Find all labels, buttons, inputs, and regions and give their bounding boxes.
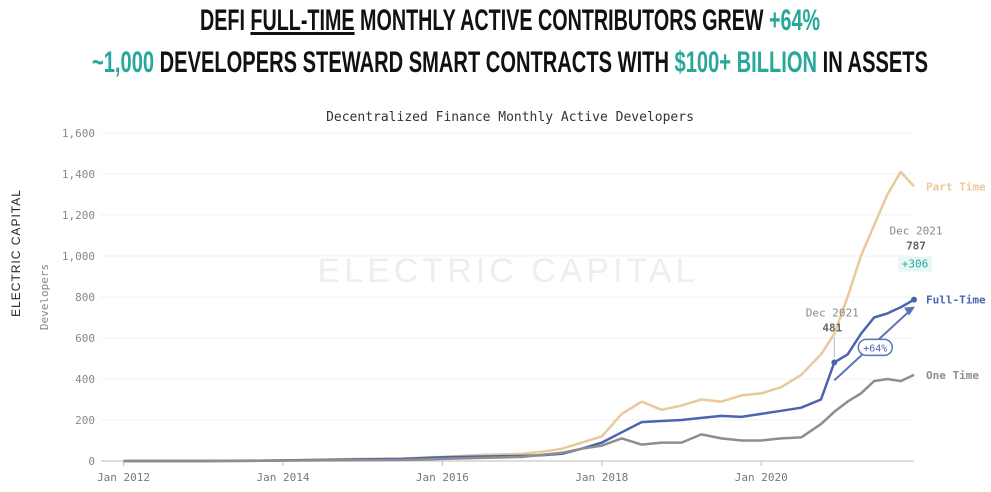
annotation-value: 787 [906, 240, 926, 253]
headline-part: DEFI [200, 4, 250, 37]
headline-part: $100+ BILLION [675, 46, 817, 79]
headline-part: MONTHLY ACTIVE CONTRIBUTORS GREW [355, 4, 769, 37]
headline-part: DEVELOPERS STEWARD SMART CONTRACTS WITH [154, 46, 675, 79]
annotation-date: Dec 2021 [890, 225, 943, 238]
x-tick-label: Jan 2020 [735, 471, 788, 484]
headline-part: +64% [769, 4, 820, 37]
change-badge [898, 256, 932, 272]
x-tick-label: Jan 2018 [575, 471, 628, 484]
headline-part: FULL-TIME [250, 4, 354, 37]
annotation-date: Dec 2021 [806, 306, 859, 319]
series-label: Full-Time [926, 294, 986, 307]
growth-label: +64% [863, 343, 887, 354]
y-tick-label: 1,200 [62, 209, 95, 222]
x-tick-label: Jan 2012 [97, 471, 150, 484]
y-tick-label: 800 [75, 291, 95, 304]
y-tick-label: 200 [75, 414, 95, 427]
series-label: Part Time [926, 180, 986, 193]
y-tick-label: 1,600 [62, 127, 95, 140]
x-tick-label: Jan 2014 [256, 471, 309, 484]
annotation-point [831, 359, 838, 366]
y-tick-label: 600 [75, 332, 95, 345]
headline-part: ~1,000 [92, 46, 154, 79]
y-tick-label: 400 [75, 373, 95, 386]
series-label: One Time [926, 369, 979, 382]
headline-2: ~1,000 DEVELOPERS STEWARD SMART CONTRACT… [92, 46, 928, 79]
series-line [123, 373, 915, 463]
y-tick-label: 1,400 [62, 168, 95, 181]
annotation-point [911, 296, 917, 303]
growth-arrowhead [904, 306, 915, 316]
chart-title: Decentralized Finance Monthly Active Dev… [326, 110, 694, 125]
watermark: ELECTRIC CAPITAL [318, 252, 699, 290]
y-tick-label: 1,000 [62, 250, 95, 263]
logo: ELECTRIC CAPITAL [9, 189, 23, 317]
x-tick-label: Jan 2016 [416, 471, 469, 484]
growth-pill [857, 338, 894, 357]
headline-part: IN ASSETS [817, 46, 928, 79]
headline-1: DEFI FULL-TIME MONTHLY ACTIVE CONTRIBUTO… [200, 4, 820, 37]
annotation-change: +306 [902, 258, 929, 271]
y-tick-label: 0 [88, 455, 95, 468]
y-axis-label: Developers [38, 264, 51, 330]
annotation-value: 481 [822, 321, 842, 334]
